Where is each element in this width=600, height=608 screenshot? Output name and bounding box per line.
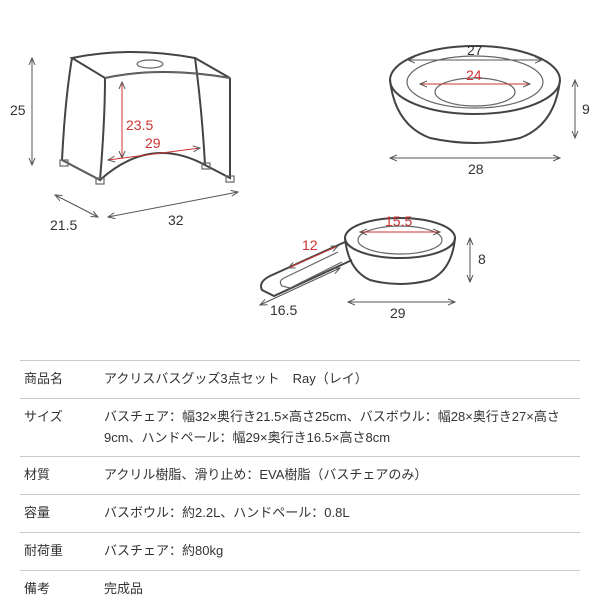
pail-handle-inner: 12 [302, 237, 318, 253]
bowl-drawing: 27 24 9 28 [390, 42, 590, 177]
value-material: アクリル樹脂、滑り止め：EVA樹脂（バスチェアのみ） [100, 457, 580, 495]
stool-inner-w: 29 [145, 135, 161, 151]
pail-handle: 16.5 [270, 302, 297, 318]
label-note: 備考 [20, 570, 100, 607]
pail-height: 8 [478, 251, 486, 267]
row-name: 商品名 アクリスバスグッズ3点セット Ray（レイ） [20, 361, 580, 399]
value-name: アクリスバスグッズ3点セット Ray（レイ） [100, 361, 580, 399]
row-size: サイズ バスチェア：幅32×奥行き21.5×高さ25cm、バスボウル：幅28×奥… [20, 398, 580, 457]
bowl-height: 9 [582, 101, 590, 117]
bowl-inner: 24 [466, 67, 482, 83]
stool-inner-h: 23.5 [126, 117, 153, 133]
row-capacity: 容量 バスボウル：約2.2L、ハンドペール：0.8L [20, 495, 580, 533]
value-load: バスチェア：約80kg [100, 532, 580, 570]
value-note: 完成品 [100, 570, 580, 607]
value-capacity: バスボウル：約2.2L、ハンドペール：0.8L [100, 495, 580, 533]
row-material: 材質 アクリル樹脂、滑り止め：EVA樹脂（バスチェアのみ） [20, 457, 580, 495]
row-load: 耐荷重 バスチェア：約80kg [20, 532, 580, 570]
diagram-area: 25 21.5 32 23.5 29 27 24 9 28 [0, 0, 600, 350]
stool-height: 25 [10, 102, 26, 118]
spec-table: 商品名 アクリスバスグッズ3点セット Ray（レイ） サイズ バスチェア：幅32… [20, 360, 580, 608]
pail-full: 29 [390, 305, 406, 321]
pail-cup: 15.5 [385, 213, 412, 229]
label-load: 耐荷重 [20, 532, 100, 570]
value-size: バスチェア：幅32×奥行き21.5×高さ25cm、バスボウル：幅28×奥行き27… [100, 398, 580, 457]
bowl-outer: 28 [468, 161, 484, 177]
pail-drawing: 15.5 12 8 16.5 29 [260, 213, 486, 321]
dimension-drawing: 25 21.5 32 23.5 29 27 24 9 28 [0, 0, 600, 350]
label-capacity: 容量 [20, 495, 100, 533]
label-size: サイズ [20, 398, 100, 457]
bowl-top: 27 [467, 42, 483, 58]
row-note: 備考 完成品 [20, 570, 580, 607]
label-material: 材質 [20, 457, 100, 495]
stool-drawing: 25 21.5 32 23.5 29 [10, 52, 238, 233]
stool-width: 32 [168, 212, 184, 228]
stool-depth: 21.5 [50, 217, 77, 233]
label-name: 商品名 [20, 361, 100, 399]
